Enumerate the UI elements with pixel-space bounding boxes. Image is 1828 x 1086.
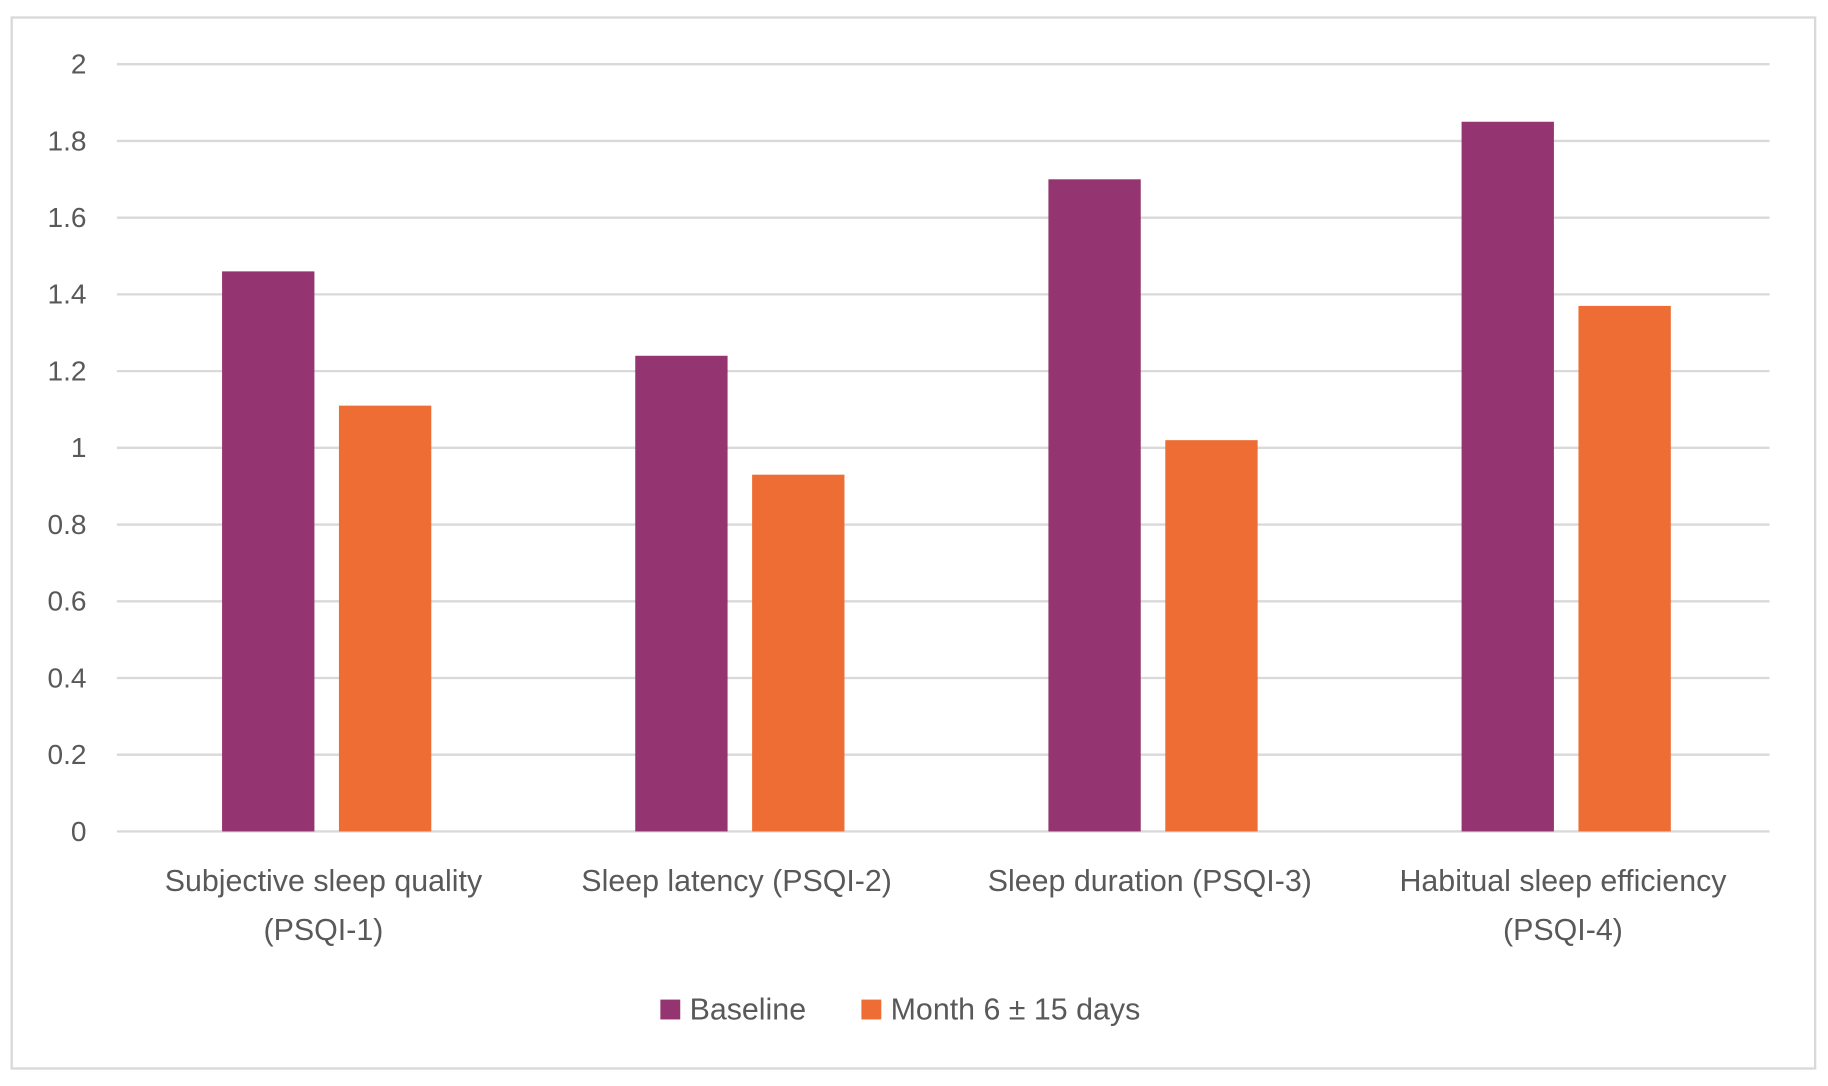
y-tick-label: 2: [71, 49, 87, 80]
legend-swatch-0: [660, 999, 681, 1020]
x-category-label: (PSQI-1): [264, 914, 384, 947]
bar-month-6-15-days-1: [752, 474, 845, 832]
bar-month-6-15-days-3: [1578, 305, 1671, 832]
y-tick-label: 1.6: [48, 202, 87, 233]
bar-baseline-2: [1048, 179, 1141, 832]
y-tick-label: 1.2: [48, 355, 87, 386]
x-category-label: Habitual sleep efficiency: [1399, 865, 1727, 898]
bar-month-6-15-days-2: [1165, 440, 1258, 832]
x-category-label: (PSQI-4): [1503, 914, 1623, 947]
y-tick-label: 0: [71, 816, 87, 847]
y-tick-label: 1.4: [48, 279, 87, 310]
legend-swatch-1: [861, 999, 882, 1020]
legend-label: Month 6 ± 15 days: [891, 993, 1141, 1026]
y-tick-label: 0.4: [48, 662, 87, 693]
bar-month-6-15-days-0: [338, 405, 432, 832]
y-tick-label: 0.8: [48, 509, 87, 540]
y-tick-label: 1.8: [48, 125, 87, 156]
bar-baseline-1: [635, 355, 728, 832]
bar-baseline-3: [1461, 121, 1554, 832]
legend-label: Baseline: [690, 993, 807, 1026]
y-tick-label: 1: [71, 432, 87, 463]
y-tick-label: 0.6: [48, 586, 87, 617]
x-category-label: Subjective sleep quality: [165, 865, 483, 898]
x-category-label: Sleep latency (PSQI-2): [581, 865, 892, 898]
y-tick-label: 0.2: [48, 739, 87, 770]
bar-baseline-0: [222, 271, 315, 832]
x-category-label: Sleep duration (PSQI-3): [988, 865, 1312, 898]
